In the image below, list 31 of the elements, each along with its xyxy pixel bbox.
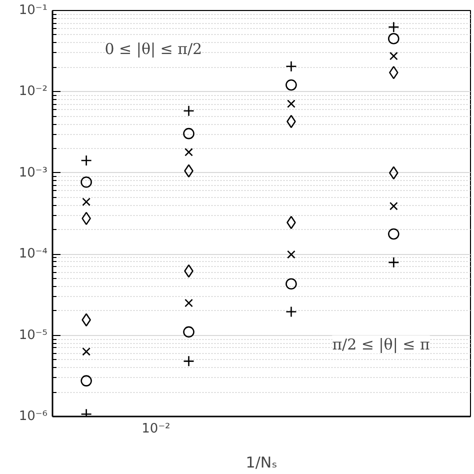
point xyxy=(389,202,398,210)
point xyxy=(184,148,193,156)
text: 10⁻² xyxy=(142,422,170,436)
point xyxy=(287,100,296,108)
annotation: 0 ≤ |θ| ≤ π/2 xyxy=(104,40,202,58)
point xyxy=(82,313,91,326)
point xyxy=(80,176,92,188)
point xyxy=(388,33,400,44)
point xyxy=(389,52,398,60)
point xyxy=(287,250,296,259)
x-axis-title: 1/Nₛ xyxy=(246,454,278,472)
point xyxy=(183,326,194,338)
annotation: π/2 ≤ |θ| ≤ π xyxy=(332,335,430,354)
point xyxy=(286,79,297,91)
y-tick-label: 10⁻⁶ xyxy=(18,409,48,424)
y-tick-label: 10⁻² xyxy=(18,84,48,100)
point xyxy=(82,198,90,206)
point xyxy=(80,154,92,166)
y-tick-label: 10⁻⁵ xyxy=(18,328,48,343)
point xyxy=(80,375,92,386)
point xyxy=(184,298,193,308)
point xyxy=(183,128,194,140)
point xyxy=(388,21,400,33)
point xyxy=(388,228,400,240)
point xyxy=(388,256,400,268)
y-tick-label: 10⁻³ xyxy=(18,165,48,180)
y-tick-label: 10⁻⁴ xyxy=(18,246,48,262)
point xyxy=(286,278,297,290)
y-tick-label: 10⁻¹ xyxy=(18,3,48,18)
point xyxy=(184,164,194,178)
point xyxy=(82,347,90,356)
